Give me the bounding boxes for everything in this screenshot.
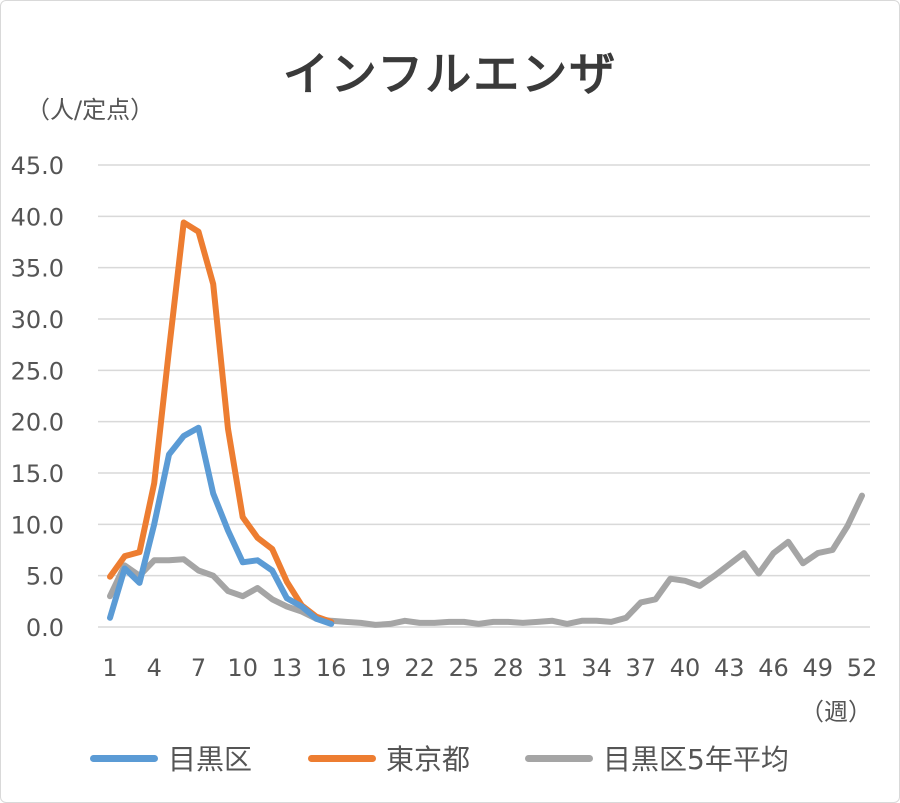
- legend-item-meguro-5yr: 目黒区5年平均: [525, 738, 789, 778]
- legend-label-meguro-5yr: 目黒区5年平均: [603, 743, 789, 776]
- chart-title: インフルエンザ: [282, 47, 618, 101]
- y-tick-label: 40.0: [11, 203, 64, 231]
- x-tick-label: 49: [802, 654, 833, 682]
- x-tick-label: 25: [449, 654, 480, 682]
- x-tick-label: 16: [316, 654, 347, 682]
- x-tick-label: 34: [581, 654, 612, 682]
- legend-swatch-meguro-5yr: [525, 754, 593, 762]
- x-tick-label: 28: [493, 654, 524, 682]
- y-tick-label: 20.0: [11, 409, 64, 437]
- y-tick-labels: 0.0 5.0 10.0 15.0 20.0 25.0 30.0 35.0 40.0 45.0: [11, 152, 64, 642]
- x-tick-labels: 1 4 7 10 13 16 19 22 25 28 31 34 37 40 43 46 49 52: [102, 654, 877, 682]
- y-tick-label: 25.0: [11, 357, 64, 385]
- x-tick-label: 22: [404, 654, 435, 682]
- x-tick-label: 37: [626, 654, 657, 682]
- legend-item-meguro: 目黒区: [90, 738, 252, 778]
- y-tick-label: 0.0: [26, 614, 64, 642]
- legend-swatch-tokyo: [308, 754, 376, 762]
- legend-label-tokyo: 東京都: [386, 743, 471, 776]
- x-tick-label: 31: [537, 654, 568, 682]
- series-line-0: [107, 424, 335, 627]
- x-tick-label: 4: [147, 654, 162, 682]
- legend-label-meguro: 目黒区: [168, 743, 253, 776]
- y-tick-label: 35.0: [11, 255, 64, 283]
- y-tick-label: 30.0: [11, 306, 64, 334]
- x-tick-label: 10: [227, 654, 258, 682]
- x-tick-label: 19: [360, 654, 391, 682]
- x-tick-label: 52: [847, 654, 878, 682]
- x-tick-label: 40: [670, 654, 701, 682]
- x-tick-label: 43: [714, 654, 745, 682]
- y-axis-label: （人/定点）: [26, 96, 155, 124]
- series-line-2: [107, 492, 865, 628]
- x-tick-label: 46: [758, 654, 789, 682]
- y-tick-label: 15.0: [11, 460, 64, 488]
- y-tick-label: 45.0: [11, 152, 64, 180]
- legend-item-tokyo: 東京都: [308, 738, 470, 778]
- y-tick-label: 10.0: [11, 511, 64, 539]
- y-tick-label: 5.0: [26, 563, 64, 591]
- legend: 目黒区 東京都 目黒区5年平均: [0, 738, 900, 778]
- series-lines: [107, 219, 865, 628]
- series-line-1: [107, 219, 335, 625]
- x-tick-label: 7: [191, 654, 206, 682]
- x-axis-label: （週）: [800, 698, 872, 726]
- x-tick-label: 1: [102, 654, 117, 682]
- legend-swatch-meguro: [90, 754, 158, 762]
- x-tick-label: 13: [272, 654, 303, 682]
- gridlines: [98, 164, 870, 628]
